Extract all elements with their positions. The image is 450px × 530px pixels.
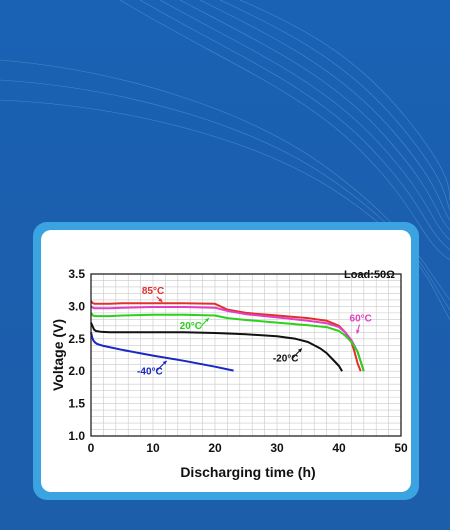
x-tick-label: 50 bbox=[394, 441, 408, 455]
series-line-60c bbox=[90, 305, 365, 372]
series-labels: 85°C 60°C 20°C -20°C -40°C bbox=[137, 286, 372, 377]
series-label-arrowhead bbox=[297, 348, 302, 353]
series-line-40c bbox=[90, 332, 234, 372]
series-label-20c: -20°C bbox=[273, 353, 299, 364]
series-label-40c: -40°C bbox=[137, 366, 163, 377]
tick-labels: 0 10 20 30 40 50 1.0 1.5 2.0 2.5 3.0 3.5 bbox=[68, 267, 408, 455]
series-label-85c: 85°C bbox=[142, 286, 164, 297]
series-line-20c bbox=[90, 312, 365, 372]
plot-frame bbox=[90, 273, 402, 437]
x-tick-label: 30 bbox=[270, 441, 284, 455]
series-lines bbox=[90, 300, 365, 372]
y-tick-label: 2.0 bbox=[68, 364, 85, 378]
y-tick-label: 3.0 bbox=[68, 299, 85, 313]
series-line-20c bbox=[90, 322, 343, 372]
y-tick-label: 1.0 bbox=[68, 429, 85, 443]
discharge-chart: 0 10 20 30 40 50 1.0 1.5 2.0 2.5 3.0 3.5 Dischargin… bbox=[50, 267, 408, 480]
series-label-arrowhead bbox=[162, 360, 167, 365]
grid bbox=[90, 273, 402, 437]
y-tick-label: 3.5 bbox=[68, 267, 85, 281]
x-tick-label: 10 bbox=[146, 441, 160, 455]
x-tick-label: 0 bbox=[88, 441, 95, 455]
series-line-85c bbox=[90, 300, 362, 372]
series-label-60c: 60°C bbox=[350, 313, 372, 324]
series-label-arrowhead bbox=[158, 298, 163, 302]
series-label-20c: 20°C bbox=[180, 321, 202, 332]
chart-card-frame: 0 10 20 30 40 50 1.0 1.5 2.0 2.5 3.0 3.5 Dischargin… bbox=[33, 222, 419, 500]
series-label-arrowhead bbox=[204, 318, 209, 322]
series-label-arrowhead bbox=[356, 329, 360, 334]
y-axis-label: Voltage (V) bbox=[50, 319, 66, 391]
x-axis-label: Discharging time (h) bbox=[180, 464, 315, 480]
load-annotation: Load:50Ω bbox=[344, 269, 395, 281]
chart-card: 0 10 20 30 40 50 1.0 1.5 2.0 2.5 3.0 3.5 Dischargin… bbox=[41, 230, 411, 492]
x-tick-label: 40 bbox=[332, 441, 346, 455]
y-tick-label: 2.5 bbox=[68, 332, 85, 346]
x-tick-label: 20 bbox=[208, 441, 222, 455]
y-tick-label: 1.5 bbox=[68, 397, 85, 411]
